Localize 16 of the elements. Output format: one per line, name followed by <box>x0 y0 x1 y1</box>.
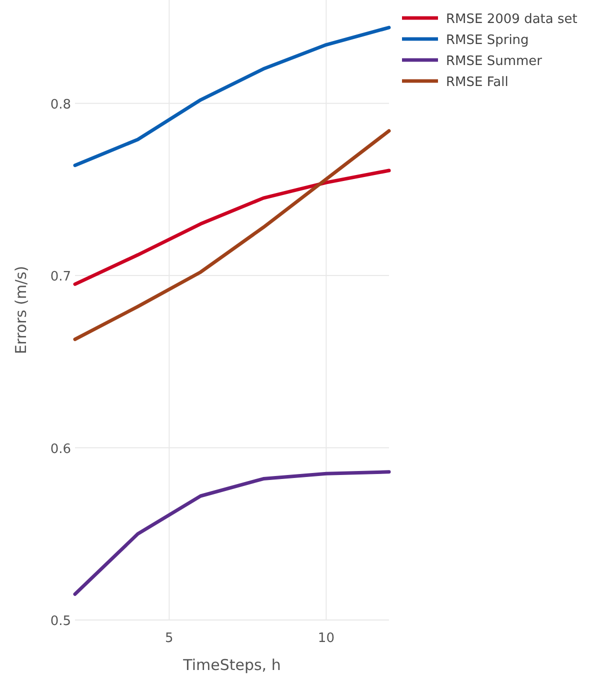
y-tick-label: 0.7 <box>50 270 71 285</box>
legend-label: RMSE Spring <box>446 33 529 48</box>
legend-label: RMSE Summer <box>446 54 543 69</box>
line-series <box>73 470 391 596</box>
y-axis-title: Errors (m/s) <box>12 266 30 354</box>
legend-label: RMSE Fall <box>446 75 508 90</box>
y-tick-label: 0.6 <box>50 442 71 457</box>
line-series <box>73 26 391 168</box>
x-axis-title: TimeSteps, h <box>182 656 281 674</box>
x-tick-label: 10 <box>318 631 334 646</box>
line-series <box>73 168 391 286</box>
x-tick-label: 5 <box>165 631 174 646</box>
line-series <box>73 129 391 342</box>
y-tick-label: 0.5 <box>50 614 71 629</box>
legend-label: RMSE 2009 data set <box>446 12 578 27</box>
y-tick-label: 0.8 <box>50 97 71 112</box>
